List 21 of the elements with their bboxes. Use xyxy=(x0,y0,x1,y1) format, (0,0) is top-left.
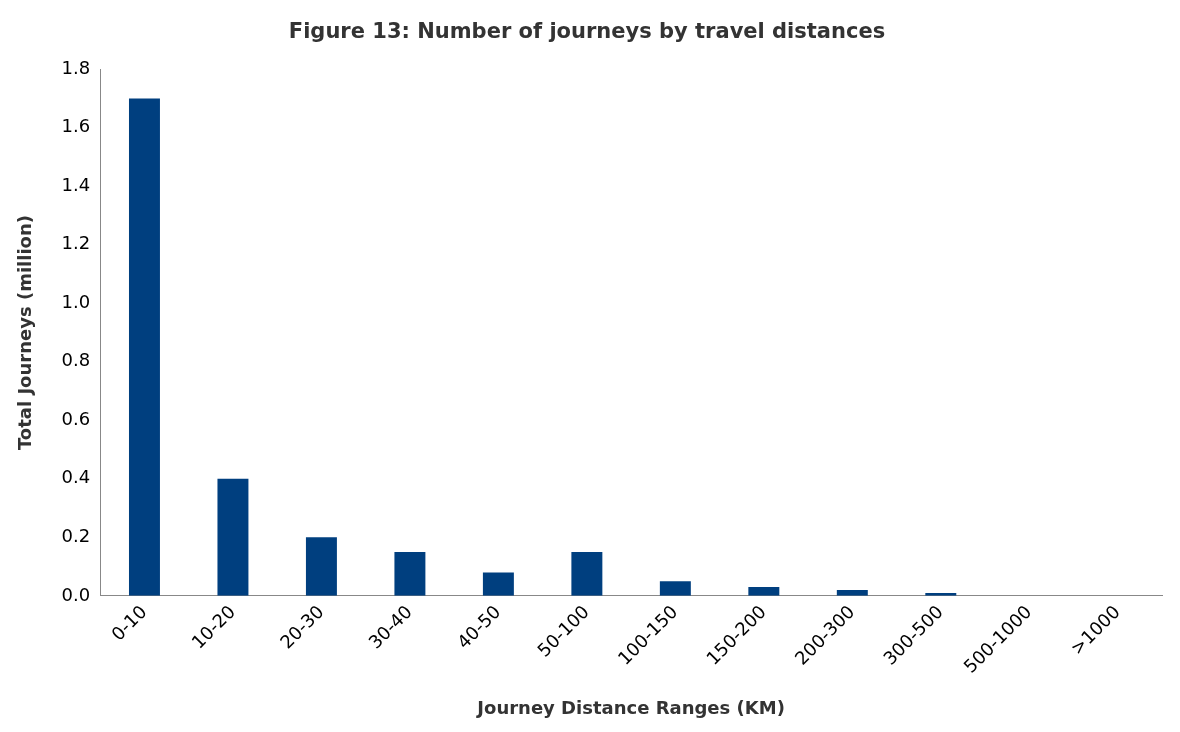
y-axis-title: Total Journeys (million) xyxy=(14,215,36,451)
y-tick-label: 0.2 xyxy=(61,525,91,546)
y-tick-label: 1.6 xyxy=(61,115,91,137)
bar xyxy=(217,478,249,596)
y-tick-label: 0.8 xyxy=(61,349,91,371)
y-tick-label: 0.6 xyxy=(61,407,91,429)
bar xyxy=(748,587,780,596)
chart-title: Figure 13: Number of journeys by travel distances xyxy=(288,19,886,44)
bar xyxy=(482,572,514,596)
y-tick-label: 1.8 xyxy=(61,56,91,78)
y-tick-label: 1.2 xyxy=(61,232,91,254)
y-tick-label: 1.4 xyxy=(61,173,91,195)
bar xyxy=(305,537,337,596)
bar xyxy=(128,98,160,596)
bar xyxy=(571,551,603,596)
y-tick-label: 1.0 xyxy=(61,290,91,312)
y-tick-label: 0.4 xyxy=(61,466,91,488)
bar xyxy=(394,551,426,596)
x-axis-title: Journey Distance Ranges (KM) xyxy=(475,696,785,718)
y-tick-label: 0.0 xyxy=(61,583,91,605)
bar xyxy=(659,581,691,596)
